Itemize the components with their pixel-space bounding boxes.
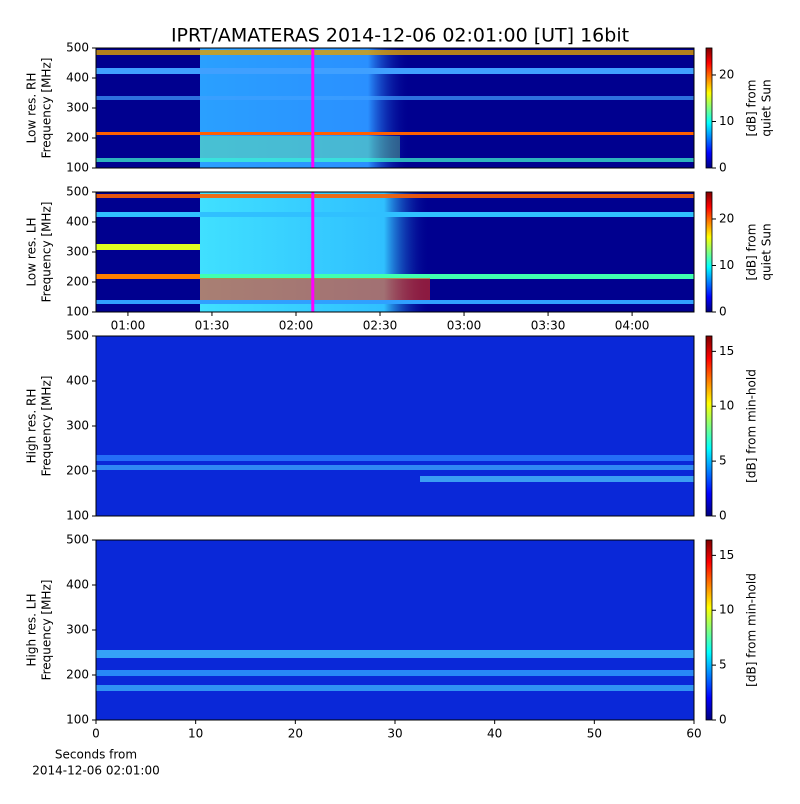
y-tick-label: 300: [66, 101, 89, 115]
x-tick-label: 03:00: [447, 319, 482, 333]
y-tick-label: 200: [66, 275, 89, 289]
colorbar-tick-label: 0: [719, 305, 727, 319]
colorbar-tick-label: 5: [719, 454, 727, 468]
y-tick-label: 500: [66, 533, 89, 547]
x-tick-label: 0: [92, 727, 100, 741]
colorbar-tick-label: 0: [719, 161, 727, 175]
colorbar-tick-label: 15: [719, 344, 734, 358]
y-tick-label: 400: [66, 374, 89, 388]
colorbar-tick-label: 0: [719, 713, 727, 727]
y-tick-label: 200: [66, 464, 89, 478]
x-tick-label: 40: [487, 727, 502, 741]
x-tick-label: 01:00: [111, 319, 146, 333]
y-axis-label: Frequency [MHz]: [40, 58, 54, 159]
colorbar-tick-label: 20: [719, 211, 734, 225]
y-tick-label: 300: [66, 245, 89, 259]
y-axis-label: Frequency [MHz]: [40, 376, 54, 477]
y-tick-label: 200: [66, 668, 89, 682]
y-axis-label: High res. LH: [25, 593, 39, 666]
colorbar-label: quiet Sun: [760, 223, 774, 280]
x-tick-label: 02:00: [279, 319, 314, 333]
y-tick-label: 400: [66, 71, 89, 85]
colorbar-label: [dB] from: [745, 80, 759, 137]
x-tick-label: 01:30: [195, 319, 230, 333]
colorbar-tick-label: 15: [719, 548, 734, 562]
colorbar: [705, 47, 713, 169]
x-tick-label: 30: [387, 727, 402, 741]
colorbar-tick-label: 10: [719, 258, 734, 272]
y-tick-label: 100: [66, 509, 89, 523]
x-axis-label: 2014-12-06 02:01:00: [32, 764, 159, 778]
y-tick-label: 200: [66, 131, 89, 145]
x-tick-label: 50: [587, 727, 602, 741]
y-tick-label: 500: [66, 329, 89, 343]
colorbar-tick-label: 10: [719, 603, 734, 617]
y-tick-label: 500: [66, 41, 89, 55]
colorbar: [705, 335, 713, 517]
y-tick-label: 100: [66, 161, 89, 175]
y-tick-label: 100: [66, 305, 89, 319]
y-tick-label: 400: [66, 215, 89, 229]
colorbar-label: [dB] from min-hold: [745, 573, 759, 687]
x-tick-label: 20: [288, 727, 303, 741]
y-tick-label: 300: [66, 419, 89, 433]
figure-title: IPRT/AMATERAS 2014-12-06 02:01:00 [UT] 1…: [171, 25, 629, 47]
y-axis-label: Frequency [MHz]: [40, 202, 54, 303]
colorbar: [705, 539, 713, 721]
colorbar-label: quiet Sun: [760, 79, 774, 136]
y-tick-label: 400: [66, 578, 89, 592]
x-tick-label: 10: [188, 727, 203, 741]
colorbar: [705, 191, 713, 313]
y-tick-label: 500: [66, 185, 89, 199]
colorbar-tick-label: 5: [719, 658, 727, 672]
y-axis-label: High res. RH: [25, 389, 39, 464]
colorbar-label: [dB] from min-hold: [745, 369, 759, 483]
x-axis-label: Seconds from: [55, 748, 137, 762]
y-tick-label: 300: [66, 623, 89, 637]
spectrogram-image: [96, 48, 694, 720]
colorbar-tick-label: 0: [719, 509, 727, 523]
colorbar-tick-label: 10: [719, 399, 734, 413]
x-tick-label: 60: [686, 727, 701, 741]
y-axis-label: Low res. LH: [25, 217, 39, 286]
x-tick-label: 03:30: [531, 319, 566, 333]
colorbar-tick-label: 20: [719, 67, 734, 81]
y-axis-label: Low res. RH: [25, 73, 39, 144]
colorbar-tick-label: 10: [719, 114, 734, 128]
colorbar-label: [dB] from: [745, 224, 759, 281]
x-tick-label: 04:00: [615, 319, 650, 333]
x-tick-label: 02:30: [363, 319, 398, 333]
y-axis-label: Frequency [MHz]: [40, 580, 54, 681]
y-tick-label: 100: [66, 713, 89, 727]
